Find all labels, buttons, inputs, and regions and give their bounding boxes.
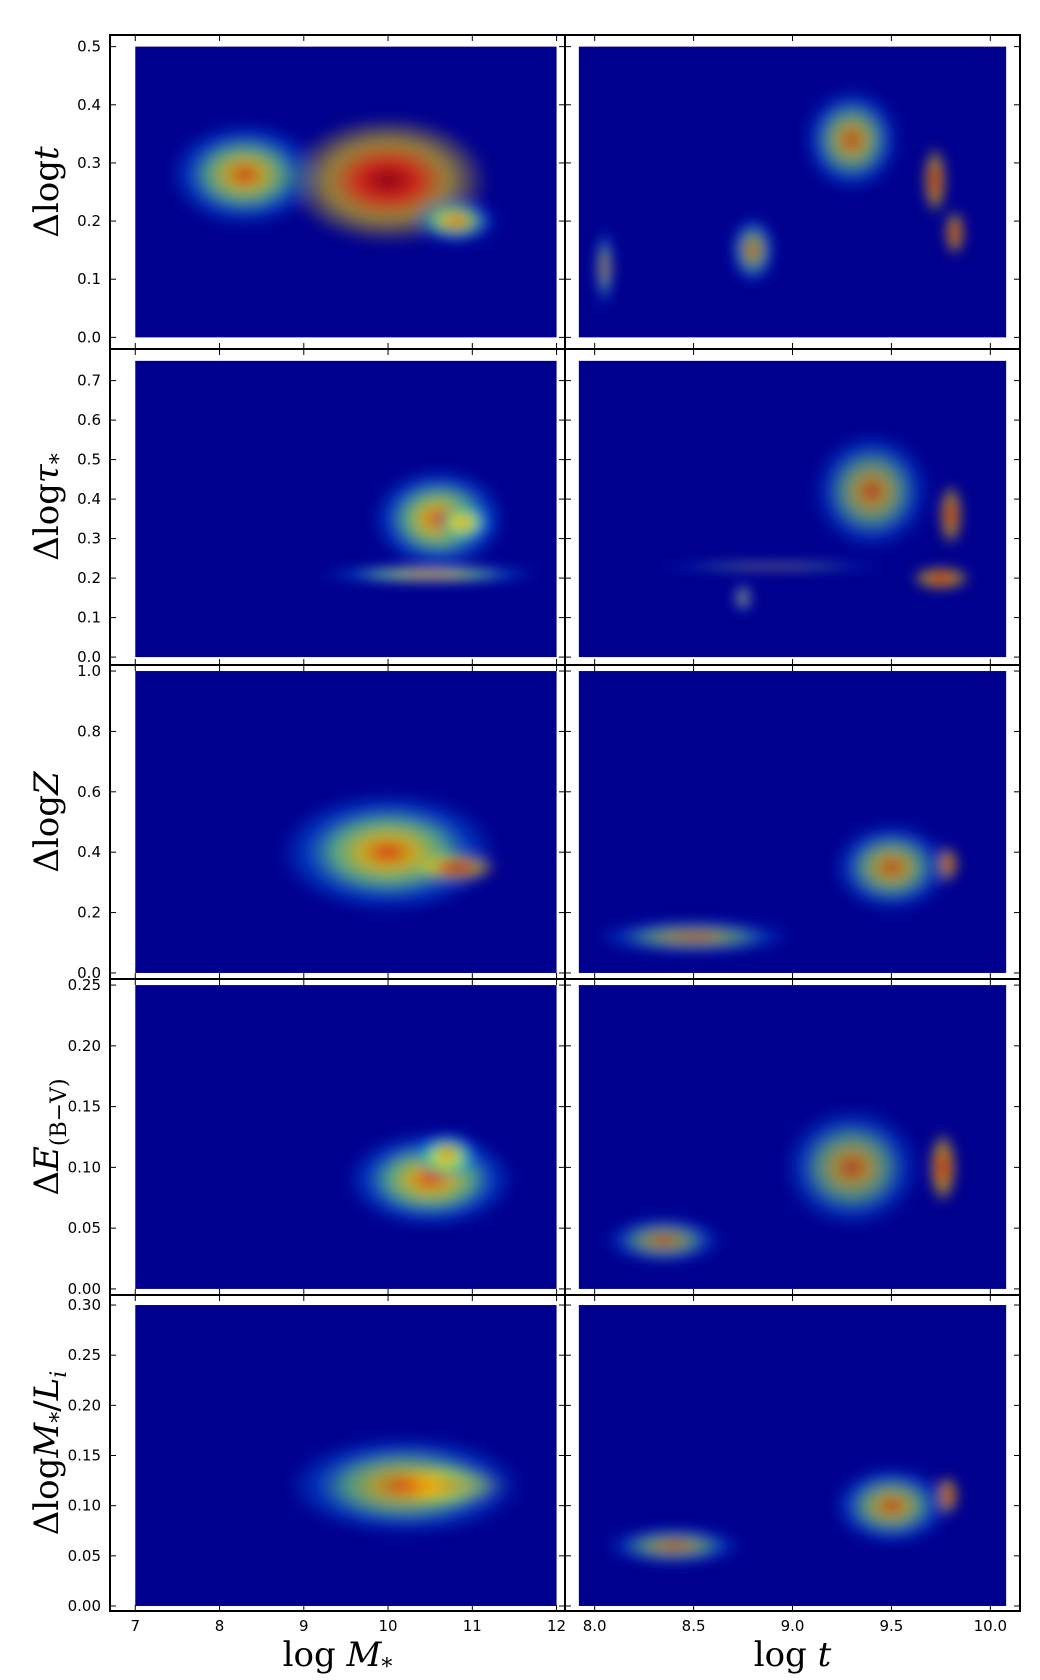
density-blob — [413, 852, 498, 883]
density-blob — [782, 1106, 922, 1229]
y-tick-label: 0.25 — [68, 976, 101, 994]
y-tick-label: 0.05 — [68, 1547, 101, 1565]
density-blob — [286, 1435, 523, 1536]
heatmap-panel — [135, 46, 557, 338]
density-blob — [832, 822, 951, 913]
density-blob — [168, 122, 321, 227]
y-tick-label: 0.25 — [68, 1346, 101, 1364]
density-blob — [938, 483, 963, 547]
density-blob — [604, 1216, 724, 1265]
y-axis-label: ΔlogZ — [27, 770, 67, 873]
x-axis-label: log M* — [283, 1635, 393, 1680]
x-tick-label: 10 — [379, 1617, 398, 1635]
axes — [109, 34, 1021, 1612]
heatmap-panels — [135, 46, 1007, 1606]
y-tick-label: 0.1 — [77, 270, 101, 288]
density-blob — [832, 1465, 951, 1546]
y-tick-label: 0.2 — [77, 212, 101, 230]
x-tick-label: 10.0 — [974, 1617, 1007, 1635]
y-tick-label: 0.20 — [68, 1037, 101, 1055]
y-tick-label: 0.15 — [68, 1447, 101, 1465]
density-blob — [923, 145, 947, 216]
heatmap-panel — [135, 1305, 557, 1606]
heatmap-panel — [135, 360, 557, 658]
density-blob — [594, 226, 615, 309]
y-tick-label: 0.3 — [77, 530, 101, 548]
y-tick-label: 0.4 — [77, 843, 101, 861]
density-blob — [320, 564, 540, 585]
y-tick-label: 0.15 — [68, 1098, 101, 1116]
x-tick-label: 7 — [131, 1617, 141, 1635]
x-tick-label: 8.5 — [682, 1617, 706, 1635]
heatmap-panel — [578, 360, 1007, 658]
density-blob — [729, 215, 777, 286]
y-tick-label: 0.00 — [68, 1280, 101, 1298]
heatmap-background — [135, 985, 557, 1289]
x-tick-label: 12 — [547, 1617, 566, 1635]
y-tick-label: 0.4 — [77, 96, 101, 114]
y-tick-label: 0.3 — [77, 154, 101, 172]
density-blob — [802, 87, 902, 192]
y-tick-label: 0.0 — [77, 328, 101, 346]
x-tick-label: 11 — [463, 1617, 482, 1635]
density-blob — [929, 1130, 957, 1204]
y-tick-label: 0.2 — [77, 569, 101, 587]
y-tick-label: 0.7 — [77, 372, 101, 390]
density-blob — [812, 431, 931, 551]
y-axis-label: ΔE(B−V) — [27, 1078, 72, 1195]
density-blob — [278, 791, 498, 913]
x-tick-label: 9.5 — [879, 1617, 903, 1635]
density-blob — [434, 503, 494, 543]
density-blob — [594, 918, 793, 955]
density-blob — [944, 209, 965, 256]
y-axis-label: ΔlogM*/Li — [27, 1371, 72, 1536]
heatmap-panel — [135, 671, 557, 973]
density-blob — [413, 197, 498, 245]
heatmap-panel — [578, 46, 1007, 338]
density-blob — [413, 1130, 481, 1180]
density-blob — [733, 582, 753, 614]
y-tick-label: 0.4 — [77, 490, 101, 508]
y-tick-label: 0.6 — [77, 411, 101, 429]
heatmap-background — [578, 360, 1007, 658]
y-tick-label: 1.0 — [77, 662, 101, 680]
density-blob — [654, 563, 892, 570]
y-tick-label: 0.10 — [68, 1497, 101, 1515]
y-tick-label: 0.5 — [77, 451, 101, 469]
y-tick-label: 0.8 — [77, 722, 101, 740]
heatmap-panel — [135, 985, 557, 1289]
x-axis-label: log t — [754, 1635, 832, 1675]
x-tick-label: 8 — [215, 1617, 225, 1635]
y-axis-label: Δlogt — [27, 146, 67, 238]
y-tick-label: 0.0 — [77, 648, 101, 666]
x-tick-label: 9.0 — [781, 1617, 805, 1635]
y-tick-label: 0.5 — [77, 38, 101, 56]
heatmap-panel — [578, 985, 1007, 1289]
x-tick-label: 9 — [299, 1617, 309, 1635]
y-axis-label: Δlogτ* — [27, 453, 72, 560]
y-tick-label: 0.20 — [68, 1396, 101, 1414]
density-blob — [604, 1525, 744, 1566]
y-tick-label: 0.10 — [68, 1158, 101, 1176]
y-tick-label: 0.6 — [77, 783, 101, 801]
y-tick-label: 0.00 — [68, 1597, 101, 1615]
heatmap-panel — [578, 1305, 1007, 1606]
axis-labels: 0.0 0.1 0.2 0.3 0.4 0.5 0.0 0.1 0.2 0.3 0.4 0.5 0.6 0… — [27, 38, 1007, 1680]
y-tick-label: 0.05 — [68, 1219, 101, 1237]
density-blob — [911, 566, 971, 590]
y-tick-label: 0.1 — [77, 609, 101, 627]
x-tick-label: 8.0 — [583, 1617, 607, 1635]
y-tick-label: 0.2 — [77, 904, 101, 922]
y-tick-label: 0.30 — [68, 1296, 101, 1314]
y-tick-label: 0.0 — [77, 964, 101, 982]
heatmap-panel — [578, 671, 1007, 973]
